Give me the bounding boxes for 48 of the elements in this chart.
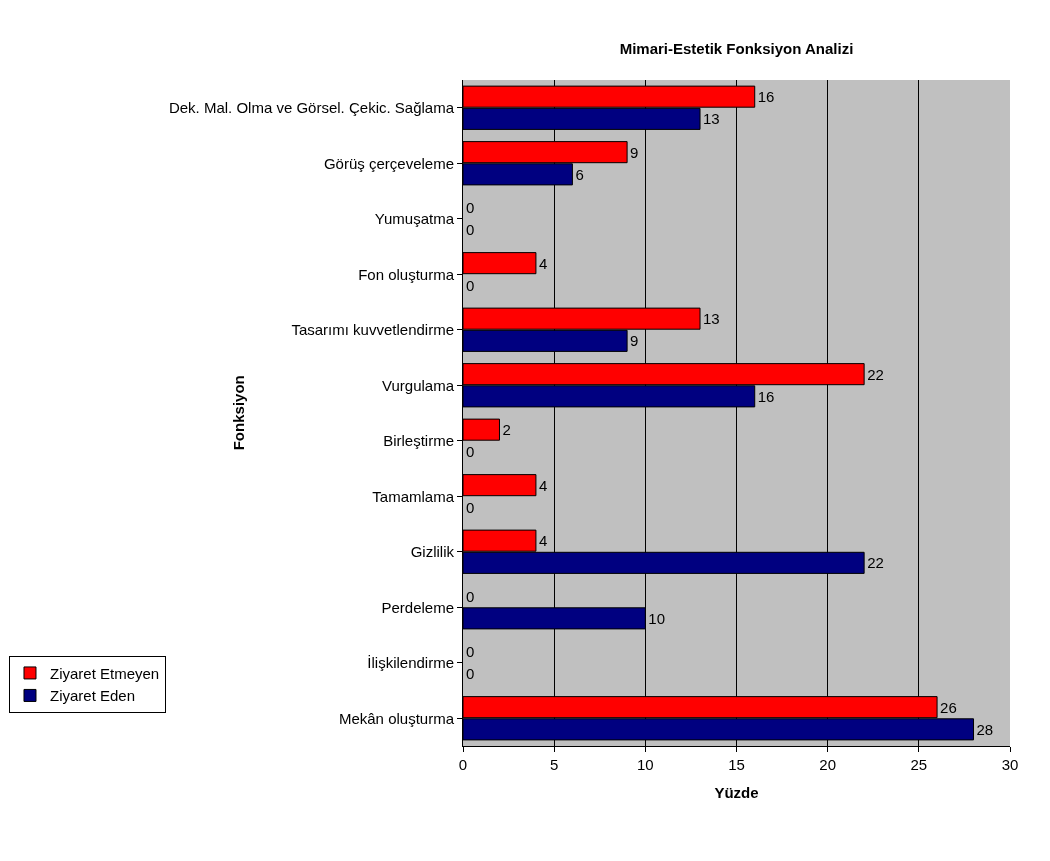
data-label: 26 [940,698,957,716]
data-label: 0 [466,221,475,239]
data-label: 22 [867,554,884,572]
chart-title: Mimari-Estetik Fonksiyon Analizi [619,39,854,57]
data-label: 13 [703,110,720,128]
y-tick-label: Gizlilik [410,543,455,560]
data-label: 4 [538,254,548,272]
x-tick-label: 15 [728,756,745,773]
x-tick-label: 10 [636,756,654,773]
data-label: 6 [575,165,584,183]
legend-label: Ziyaret Etmeyen [49,664,160,682]
y-tick-label: Mekân oluşturma [338,709,455,727]
data-label: 13 [703,310,720,328]
y-axis-title: Fonksiyon [230,375,248,451]
data-label: 4 [538,532,548,550]
x-tick-label: 5 [550,756,559,773]
y-tick-label: Fon oluşturma [358,265,455,283]
data-label: 2 [502,421,511,439]
legend-label: Ziyaret Eden [49,687,136,705]
data-label: 0 [466,665,475,683]
x-axis-title: Yüzde [714,784,759,801]
x-tick-label: 25 [910,756,928,773]
data-label: 16 [757,88,775,106]
data-label: 0 [466,443,475,461]
data-label: 9 [630,332,639,350]
y-tick-label: Dek. Mal. Olma ve Görsel. Çekic. Sağlama [168,99,455,116]
y-tick-label: Yumuşatma [374,210,455,227]
y-tick-label: Vurgulama [382,376,455,394]
x-tick-label: 0 [458,756,468,773]
y-tick-label: Birleştirme [383,432,454,449]
data-label: 22 [867,365,884,383]
data-label: 0 [466,643,475,661]
y-tick-label: Tamamlama [372,487,455,505]
y-tick-label: Tasarımı kuvvetlendirme [291,321,454,338]
x-tick-label: 20 [819,756,837,773]
data-label: 16 [757,387,775,405]
y-tick-label: Görüş çerçeveleme [323,154,454,172]
data-label: 0 [466,276,475,294]
y-tick-label: İlişkilendirme [367,654,454,671]
x-tick-label: 30 [1001,756,1019,773]
data-label: 0 [466,587,475,605]
data-label: 9 [630,143,639,161]
data-label: 0 [466,199,475,217]
data-label: 0 [466,498,475,516]
data-label: 28 [976,720,994,738]
data-label: 4 [538,476,548,494]
data-label: 10 [648,609,666,627]
y-tick-label: Perdeleme [381,598,454,616]
